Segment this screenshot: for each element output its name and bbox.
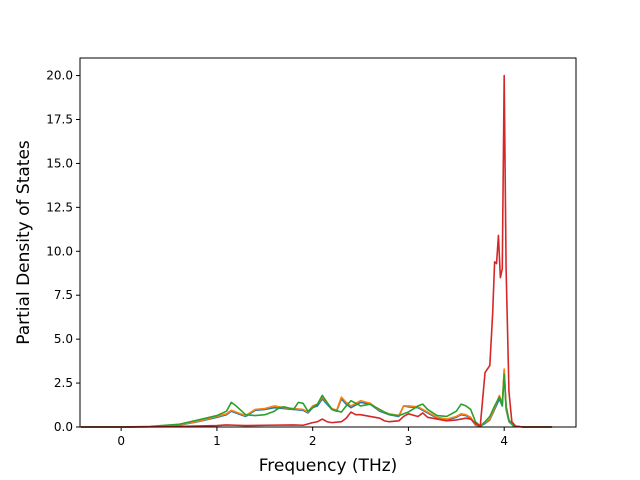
x-tick-label: 3 bbox=[405, 434, 413, 448]
series-line-4 bbox=[80, 74, 553, 428]
x-tick-label: 0 bbox=[117, 434, 125, 448]
y-tick-label: 5.0 bbox=[54, 332, 73, 346]
y-axis: 0.0 2.5 5.0 7.5 10.0 12.5 15.0 17.5 20.0 bbox=[46, 69, 80, 434]
series-layer bbox=[80, 74, 553, 428]
y-tick-label: 15.0 bbox=[46, 156, 73, 170]
plot-frame bbox=[79, 57, 577, 428]
series-line-3 bbox=[80, 373, 553, 428]
y-tick-label: 10.0 bbox=[46, 244, 73, 258]
x-axis: 0 1 2 3 4 bbox=[117, 427, 508, 448]
x-tick-label: 2 bbox=[309, 434, 317, 448]
y-tick-label: 20.0 bbox=[46, 69, 73, 83]
x-tick-label: 1 bbox=[213, 434, 221, 448]
y-tick-label: 0.0 bbox=[54, 420, 73, 434]
y-tick-label: 12.5 bbox=[46, 200, 73, 214]
y-tick-label: 2.5 bbox=[54, 376, 73, 390]
x-tick-label: 4 bbox=[500, 434, 508, 448]
y-tick-label: 17.5 bbox=[46, 113, 73, 127]
y-axis-label: Partial Density of States bbox=[14, 140, 34, 345]
x-axis-label: Frequency (THz) bbox=[259, 456, 398, 476]
y-tick-label: 7.5 bbox=[54, 288, 73, 302]
